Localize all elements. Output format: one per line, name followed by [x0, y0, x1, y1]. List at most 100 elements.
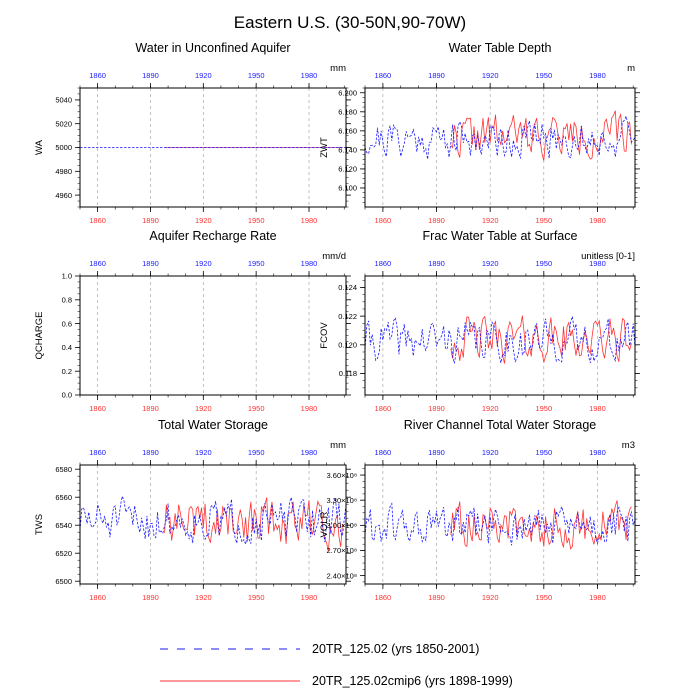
x-tick-label-top: 1890 [428, 259, 445, 268]
y-axis-label: FCOV [319, 322, 330, 349]
plot-frame [364, 87, 636, 208]
x-tick-label-bottom: 1920 [482, 593, 499, 602]
x-tick-label-bottom: 1890 [142, 404, 159, 413]
x-tick-label-top: 1920 [482, 448, 499, 457]
x-tick-label-top: 1890 [142, 259, 159, 268]
y-tick-label: 6.200 [338, 88, 357, 97]
x-tick-label-top: 1920 [482, 259, 499, 268]
x-tick-label-bottom: 1860 [375, 404, 392, 413]
x-tick-label-top: 1920 [195, 259, 212, 268]
y-axis-label: WA [34, 139, 45, 155]
panels: Water in Unconfined Aquifer mm 1860 1860 189… [34, 41, 640, 602]
series-line-20tr-125-02cmip6 [164, 497, 343, 552]
units-label: m [627, 63, 635, 74]
x-tick-label-top: 1860 [89, 71, 106, 80]
series-line-20tr-125-02 [364, 114, 636, 160]
legend-label-series-1: 20TR_125.02 (yrs 1850-2001) [312, 642, 479, 656]
y-tick-label: 3.30×10⁸ [327, 496, 357, 505]
x-tick-label-bottom: 1860 [375, 216, 392, 225]
y-tick-label: 6580 [55, 465, 72, 474]
y-axis-label: QCHARGE [34, 311, 45, 359]
series-line-20tr-125-02cmip6 [450, 315, 632, 364]
y-tick-label: 0.4 [62, 343, 72, 352]
x-tick-label-bottom: 1950 [535, 593, 552, 602]
x-tick-label-top: 1980 [589, 259, 606, 268]
units-label: mm [330, 440, 346, 451]
x-tick-label-bottom: 1860 [89, 593, 106, 602]
x-tick-label-top: 1950 [248, 448, 265, 457]
panel-title: Total Water Storage [158, 418, 268, 432]
x-tick-label-top: 1950 [535, 448, 552, 457]
y-tick-label: 3.60×10⁸ [327, 471, 357, 480]
x-tick-label-bottom: 1980 [589, 593, 606, 602]
legend-label-series-2: 20TR_125.02cmip6 (yrs 1898-1999) [312, 674, 513, 688]
x-tick-label-bottom: 1920 [195, 593, 212, 602]
x-tick-label-bottom: 1950 [248, 593, 265, 602]
y-tick-label: 0.6 [62, 319, 72, 328]
panel-zwt: Water Table Depth m 1860 1860 1890 1890 1920 19… [319, 41, 640, 225]
x-tick-label-bottom: 1920 [195, 216, 212, 225]
x-tick-label-top: 1920 [195, 448, 212, 457]
x-tick-label-bottom: 1980 [301, 593, 318, 602]
units-label: m3 [622, 440, 635, 451]
x-tick-label-bottom: 1920 [482, 404, 499, 413]
x-tick-label-top: 1890 [428, 71, 445, 80]
y-axis-label: ZWT [319, 137, 330, 158]
units-label: unitless [0-1] [581, 251, 635, 262]
x-tick-label-top: 1860 [89, 259, 106, 268]
x-tick-label-top: 1860 [89, 448, 106, 457]
y-tick-label: 3.00×10⁸ [327, 521, 357, 530]
x-tick-label-bottom: 1920 [195, 404, 212, 413]
y-tick-label: 0.118 [339, 369, 357, 378]
panel-title: Aquifer Recharge Rate [149, 229, 276, 243]
y-tick-label: 2.40×10⁸ [327, 571, 357, 580]
x-tick-label-bottom: 1920 [482, 216, 499, 225]
x-tick-label-top: 1980 [589, 71, 606, 80]
series-line-20tr-125-02 [79, 494, 347, 546]
y-tick-label: 0.122 [338, 312, 357, 321]
x-tick-label-top: 1890 [428, 448, 445, 457]
x-tick-label-bottom: 1980 [301, 404, 318, 413]
y-tick-label: 5040 [55, 96, 72, 105]
y-tick-label: 2.70×10⁸ [327, 546, 357, 555]
panel-tws: Total Water Storage mm 1860 1860 1890 1890 192… [34, 418, 351, 602]
y-tick-label: 0.124 [338, 283, 357, 292]
panel-wa: Water in Unconfined Aquifer mm 1860 1860 189… [34, 41, 351, 225]
units-label: mm [330, 63, 346, 74]
y-tick-label: 6.160 [338, 127, 357, 136]
y-tick-label: 6520 [55, 549, 72, 558]
x-tick-label-top: 1980 [301, 259, 318, 268]
y-tick-label: 6560 [55, 493, 72, 502]
x-tick-label-top: 1890 [142, 448, 159, 457]
panel-title: Water Table Depth [449, 41, 552, 55]
legend: 20TR_125.02 (yrs 1850-2001) 20TR_125.02c… [160, 642, 513, 688]
panel-title: Water in Unconfined Aquifer [135, 41, 290, 55]
x-tick-label-bottom: 1860 [89, 216, 106, 225]
x-tick-label-bottom: 1890 [142, 593, 159, 602]
y-axis-label: TWS [34, 514, 45, 535]
x-tick-label-bottom: 1980 [589, 404, 606, 413]
y-tick-label: 6.100 [338, 184, 357, 193]
x-tick-label-bottom: 1950 [248, 404, 265, 413]
y-tick-label: 0.2 [62, 367, 72, 376]
x-tick-label-top: 1980 [301, 448, 318, 457]
x-tick-label-top: 1920 [195, 71, 212, 80]
figure-title: Eastern U.S. (30-50N,90-70W) [234, 13, 466, 32]
plot-frame [79, 464, 347, 585]
x-tick-label-bottom: 1860 [89, 404, 106, 413]
panel-qcharge: Aquifer Recharge Rate mm/d 1860 1860 1890 189… [34, 229, 351, 413]
panel-title: River Channel Total Water Storage [404, 418, 597, 432]
x-tick-label-top: 1980 [301, 71, 318, 80]
x-tick-label-top: 1860 [375, 448, 392, 457]
x-tick-label-bottom: 1860 [375, 593, 392, 602]
y-tick-label: 6.140 [338, 146, 357, 155]
plot-frame [79, 87, 347, 208]
series-line-20tr-125-02 [364, 316, 636, 364]
series-line-20tr-125-02 [364, 502, 636, 546]
x-tick-label-bottom: 1980 [589, 216, 606, 225]
x-tick-label-top: 1950 [535, 71, 552, 80]
x-tick-label-bottom: 1890 [428, 216, 445, 225]
y-tick-label: 0.120 [338, 341, 357, 350]
y-tick-label: 5020 [55, 119, 72, 128]
